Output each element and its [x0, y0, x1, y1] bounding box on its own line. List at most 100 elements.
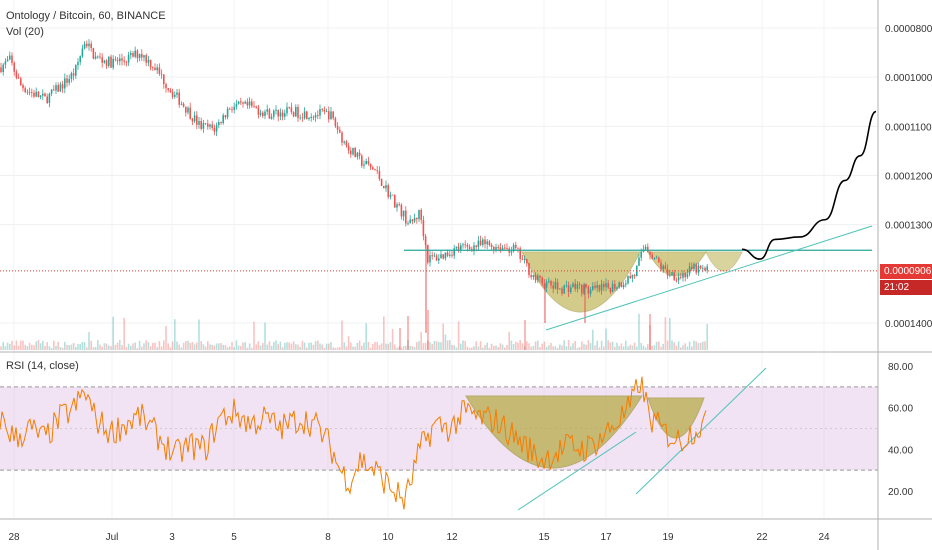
volume-bar: [171, 341, 174, 350]
candle-body: [53, 89, 55, 91]
volume-bar: [655, 341, 658, 350]
volume-bar: [220, 342, 222, 350]
candle-body: [255, 106, 257, 108]
volume-bar: [578, 346, 581, 350]
volume-bar: [39, 343, 42, 350]
time-tick-label: 22: [756, 532, 768, 543]
candle-body: [664, 265, 667, 270]
candle-body: [266, 109, 268, 112]
volume-bar: [686, 346, 689, 350]
volume-bar: [50, 347, 53, 350]
candle-body: [691, 266, 693, 270]
volume-bar: [508, 332, 510, 350]
candle-body: [24, 88, 26, 92]
volume-bar: [114, 344, 117, 350]
candle-body: [281, 112, 284, 117]
volume-bar: [189, 342, 191, 350]
volume-bar: [136, 347, 139, 350]
volume-bar: [616, 342, 618, 350]
volume-histogram: [0, 310, 708, 350]
volume-bar: [90, 340, 92, 350]
time-tick-label: 12: [446, 532, 458, 543]
candle-body: [270, 116, 273, 119]
price-tick-label: 0.0001100: [885, 122, 932, 133]
volume-bar: [642, 345, 645, 350]
candle-body: [286, 107, 288, 114]
volume-bar: [682, 345, 684, 350]
volume-bar: [627, 346, 629, 350]
candle-body: [110, 56, 112, 68]
volume-bar: [464, 341, 466, 350]
volume-bar: [328, 343, 330, 350]
volume-bar: [684, 343, 686, 350]
volume-legend[interactable]: Vol (20): [6, 26, 44, 38]
volume-bar: [6, 342, 9, 350]
candle-body: [695, 264, 697, 273]
symbol-title[interactable]: Ontology / Bitcoin, 60, BINANCE: [6, 10, 166, 22]
candle-body: [587, 286, 590, 294]
candle-body: [284, 113, 286, 117]
volume-bar: [537, 340, 539, 350]
candle-body: [519, 248, 521, 259]
volume-bar: [112, 316, 114, 350]
candle-body: [528, 263, 530, 276]
volume-bar: [339, 347, 341, 350]
candle-body: [222, 115, 224, 124]
candle-body: [33, 92, 35, 97]
volume-bar: [567, 340, 570, 350]
volume-bar: [365, 323, 367, 350]
volume-bar: [178, 344, 180, 350]
candle-body: [167, 88, 169, 91]
candle-body: [134, 50, 136, 57]
candle-body: [543, 283, 546, 288]
volume-bar: [306, 347, 308, 350]
volume-bar: [70, 344, 73, 350]
candle-body: [182, 103, 185, 107]
candle-body: [303, 111, 306, 119]
rsi-tick-label: 40.00: [888, 445, 913, 456]
candle-body: [537, 275, 539, 281]
volume-bar: [554, 346, 557, 350]
volume-bar: [550, 343, 552, 350]
rsi-legend[interactable]: RSI (14, close): [6, 360, 79, 372]
volume-bar: [169, 347, 172, 350]
volume-bar: [290, 343, 293, 350]
candle-body: [347, 145, 350, 151]
volume-bar: [636, 346, 638, 350]
candle-body: [499, 247, 502, 251]
volume-bar: [13, 345, 15, 350]
volume-bar: [105, 343, 108, 350]
candle-body: [449, 254, 451, 256]
volume-bar: [576, 347, 579, 350]
candle-body: [627, 276, 629, 284]
volume-bar: [358, 340, 361, 350]
candle-body: [442, 254, 444, 259]
volume-bar: [572, 343, 574, 350]
candle-body: [521, 258, 524, 260]
candle-body: [607, 283, 609, 288]
candle-body: [231, 109, 233, 111]
candle-body: [651, 254, 653, 259]
volume-bar: [488, 347, 491, 350]
candle-body: [693, 264, 695, 270]
candle-body: [295, 106, 297, 117]
candle-body: [510, 251, 513, 253]
volume-bar: [64, 341, 66, 350]
candle-body: [422, 219, 425, 237]
volume-bar: [468, 347, 471, 350]
volume-bar: [237, 345, 240, 350]
candle-body: [559, 288, 561, 290]
candle-body: [152, 67, 154, 69]
volume-bar: [598, 347, 601, 350]
candle-body: [702, 267, 704, 269]
volume-spike: [524, 320, 526, 350]
candle-body: [314, 115, 317, 118]
candle-body: [81, 48, 84, 57]
volume-bar: [539, 347, 541, 350]
candle-body: [581, 284, 583, 294]
price-tick-label: 0.0001300: [885, 221, 932, 232]
volume-bar: [123, 317, 125, 350]
time-tick-label: 3: [169, 532, 175, 543]
candle-body: [413, 217, 416, 222]
